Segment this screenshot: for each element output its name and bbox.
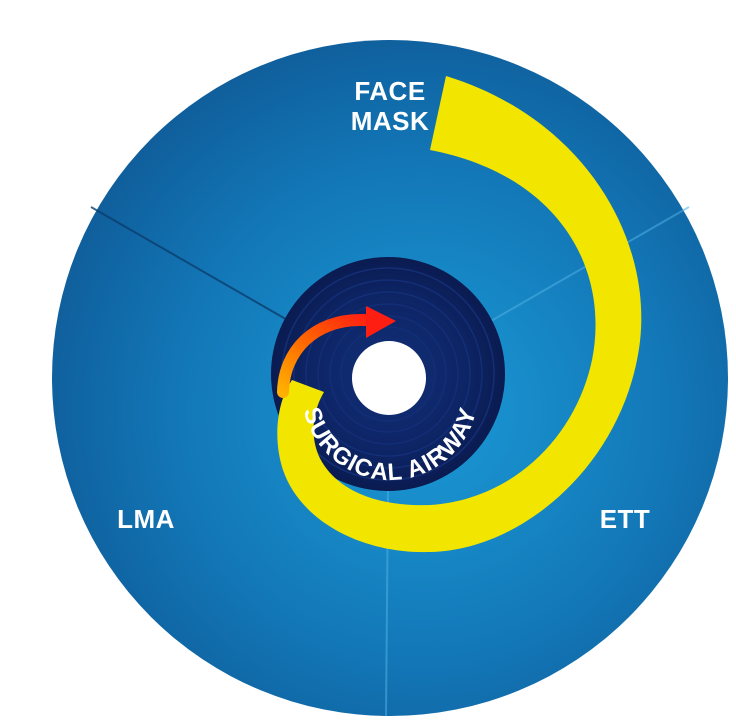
yellow-spiral-band bbox=[277, 76, 642, 553]
arrow-head-icon bbox=[366, 306, 396, 338]
face-mask-label-line2: MASK bbox=[351, 106, 430, 136]
divider-lma-face bbox=[90, 206, 297, 326]
center-hole bbox=[352, 341, 426, 415]
ett-label: ETT bbox=[600, 504, 651, 534]
face-mask-label-line1: FACE bbox=[354, 76, 425, 106]
lma-label: LMA bbox=[117, 504, 175, 534]
orange-arrow bbox=[277, 314, 378, 398]
